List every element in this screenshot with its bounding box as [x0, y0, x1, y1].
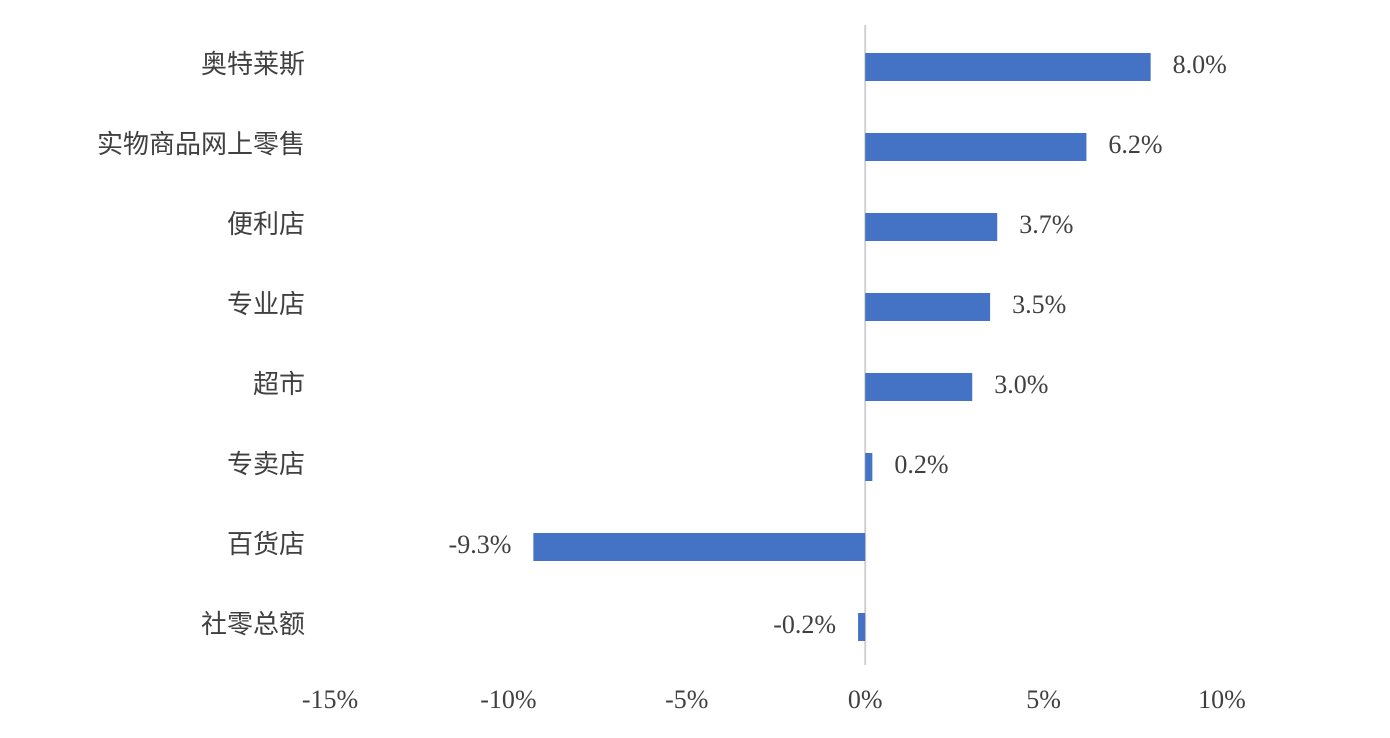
- x-tick-label: 0%: [848, 685, 883, 714]
- x-tick-label: 5%: [1026, 685, 1061, 714]
- bar: [865, 133, 1087, 161]
- bar: [865, 213, 998, 241]
- value-label: -0.2%: [773, 610, 836, 639]
- y-tick-label: 超市: [253, 370, 305, 399]
- y-tick-label: 便利店: [227, 210, 305, 239]
- value-label: 8.0%: [1173, 50, 1227, 79]
- value-label: -9.3%: [449, 530, 512, 559]
- y-tick-label: 专卖店: [227, 450, 305, 479]
- bar: [533, 533, 866, 561]
- bar: [865, 453, 873, 481]
- x-tick-label: -15%: [302, 685, 358, 714]
- x-tick-label: -5%: [665, 685, 708, 714]
- y-tick-label: 奥特莱斯: [201, 50, 305, 79]
- value-label: 3.7%: [1019, 210, 1073, 239]
- value-label: 6.2%: [1108, 130, 1162, 159]
- bar: [858, 613, 866, 641]
- value-label: 3.0%: [994, 370, 1048, 399]
- y-tick-label: 实物商品网上零售: [97, 130, 305, 159]
- y-tick-label: 社零总额: [201, 610, 305, 639]
- x-tick-label: 10%: [1198, 685, 1246, 714]
- y-tick-label: 百货店: [227, 530, 305, 559]
- bar: [865, 53, 1151, 81]
- y-tick-label: 专业店: [227, 290, 305, 319]
- value-label: 3.5%: [1012, 290, 1066, 319]
- value-label: 0.2%: [894, 450, 948, 479]
- bar: [865, 373, 973, 401]
- x-tick-label: -10%: [480, 685, 536, 714]
- bar: [865, 293, 991, 321]
